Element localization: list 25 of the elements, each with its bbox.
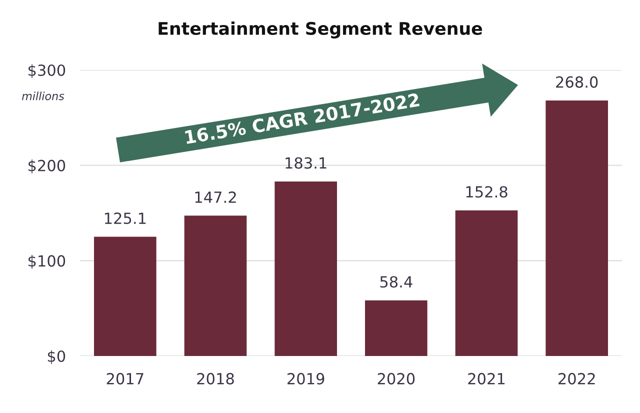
y-tick-label: $100 — [28, 254, 66, 269]
text: millions — [22, 92, 64, 100]
bar — [94, 236, 156, 356]
x-tick-label: 2017 — [106, 372, 144, 384]
bar — [274, 181, 337, 356]
x-tick-label: 2018 — [197, 372, 234, 384]
data-label: 183.1 — [286, 157, 326, 169]
x-tick-label: 2020 — [378, 372, 415, 384]
x-tick-label: 2021 — [468, 372, 505, 384]
bar — [455, 210, 518, 356]
data-label: 268.0 — [556, 76, 598, 88]
annotation: 16.5% CAGR 2017-2022 — [184, 92, 420, 144]
data-label: 58.4 — [380, 276, 412, 288]
bar — [184, 216, 247, 356]
data-label: 152.8 — [466, 186, 508, 198]
y-tick-label: $200 — [28, 160, 66, 174]
chart-title: Entertainment Segment Revenue — [158, 22, 482, 38]
data-label: 125.1 — [104, 212, 146, 224]
y-tick-label: $300 — [28, 64, 66, 78]
bar — [365, 300, 428, 356]
x-tick-label: 2019 — [288, 372, 324, 384]
bar — [546, 100, 608, 356]
data-label: 147.2 — [195, 191, 236, 203]
y-tick-label: $0 — [48, 350, 66, 364]
x-tick-label: 2022 — [558, 372, 595, 384]
